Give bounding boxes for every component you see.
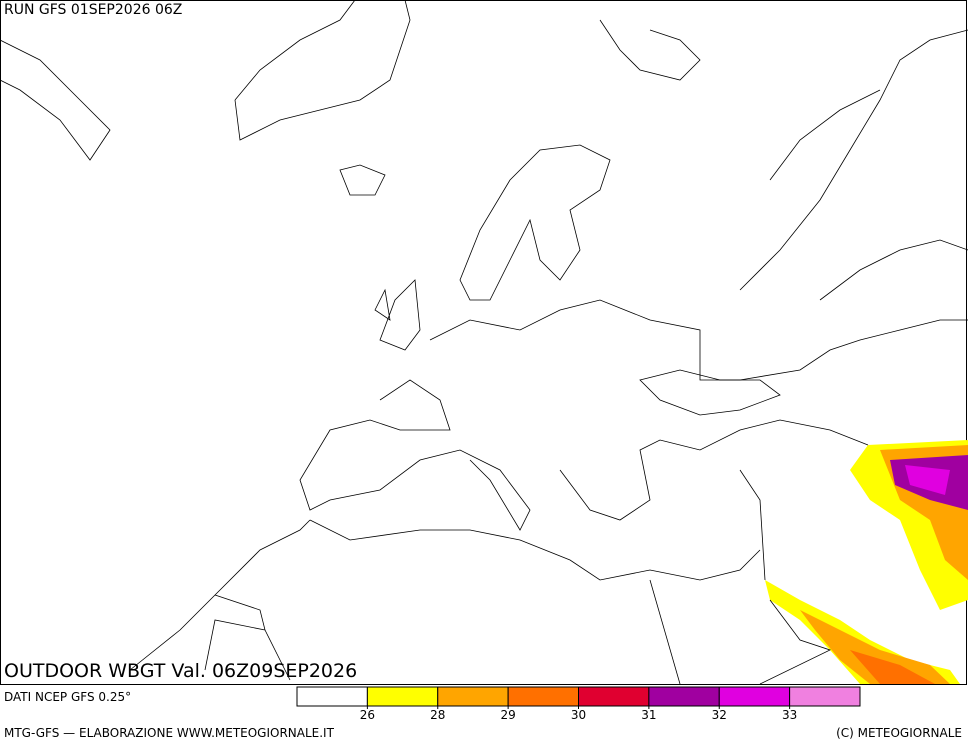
coastline [374, 279, 421, 351]
legend-swatch [718, 686, 791, 707]
copyright-label: (C) METEOGIORNALE [836, 726, 962, 740]
map-title: OUTDOOR WBGT Val. 06Z09SEP2026 [4, 660, 357, 682]
heat-area [850, 650, 935, 684]
legend-tick-label: 31 [641, 708, 656, 722]
border [599, 19, 968, 301]
credit-label: MTG-GFS — ELABORAZIONE WWW.METEOGIORNALE… [4, 726, 335, 740]
coastline [234, 0, 411, 141]
coastline [459, 144, 611, 301]
legend-swatch [366, 686, 439, 707]
legend-tick-label: 26 [360, 708, 375, 722]
legend-swatch [507, 686, 579, 707]
legend: 26 28 29 30 31 32 33 [296, 686, 861, 722]
legend-tick-label: 32 [712, 708, 727, 722]
border [129, 519, 832, 685]
map: RUN GFS 01SEP2026 06Z OUTDOOR WBGT Val. … [0, 0, 968, 685]
legend-swatch [648, 686, 720, 707]
legend-swatch [296, 686, 368, 707]
coastline [339, 164, 386, 196]
coastline [0, 39, 111, 161]
coastline [639, 369, 781, 416]
legend-tick-label: 29 [500, 708, 515, 722]
legend-swatch [437, 686, 509, 707]
heat-area [800, 610, 950, 684]
map-frame [0, 0, 967, 685]
legend-swatch [789, 686, 861, 707]
legend-swatch [578, 686, 650, 707]
coastline [299, 299, 968, 581]
legend-tick-label: 30 [571, 708, 586, 722]
legend-tick-label: 28 [430, 708, 445, 722]
source-label: DATI NCEP GFS 0.25° [4, 690, 131, 704]
legend-tick-label: 33 [782, 708, 797, 722]
run-label: RUN GFS 01SEP2026 06Z [4, 2, 182, 18]
heat-area [905, 465, 950, 495]
